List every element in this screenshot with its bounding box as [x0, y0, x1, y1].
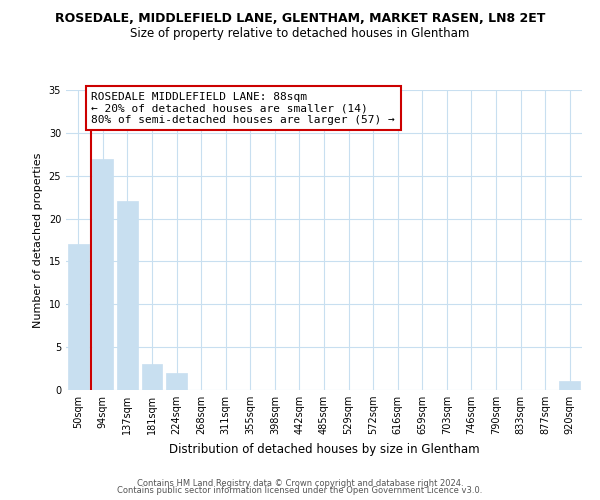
Text: Size of property relative to detached houses in Glentham: Size of property relative to detached ho… [130, 28, 470, 40]
Bar [142, 364, 163, 390]
Text: ROSEDALE, MIDDLEFIELD LANE, GLENTHAM, MARKET RASEN, LN8 2ET: ROSEDALE, MIDDLEFIELD LANE, GLENTHAM, MA… [55, 12, 545, 26]
Bar [559, 382, 580, 390]
Text: Contains public sector information licensed under the Open Government Licence v3: Contains public sector information licen… [118, 486, 482, 495]
Text: Contains HM Land Registry data © Crown copyright and database right 2024.: Contains HM Land Registry data © Crown c… [137, 478, 463, 488]
Y-axis label: Number of detached properties: Number of detached properties [33, 152, 43, 328]
Bar [92, 158, 113, 390]
X-axis label: Distribution of detached houses by size in Glentham: Distribution of detached houses by size … [169, 442, 479, 456]
Text: ROSEDALE MIDDLEFIELD LANE: 88sqm
← 20% of detached houses are smaller (14)
80% o: ROSEDALE MIDDLEFIELD LANE: 88sqm ← 20% o… [91, 92, 395, 125]
Bar [68, 244, 89, 390]
Bar [117, 202, 138, 390]
Bar [166, 373, 187, 390]
